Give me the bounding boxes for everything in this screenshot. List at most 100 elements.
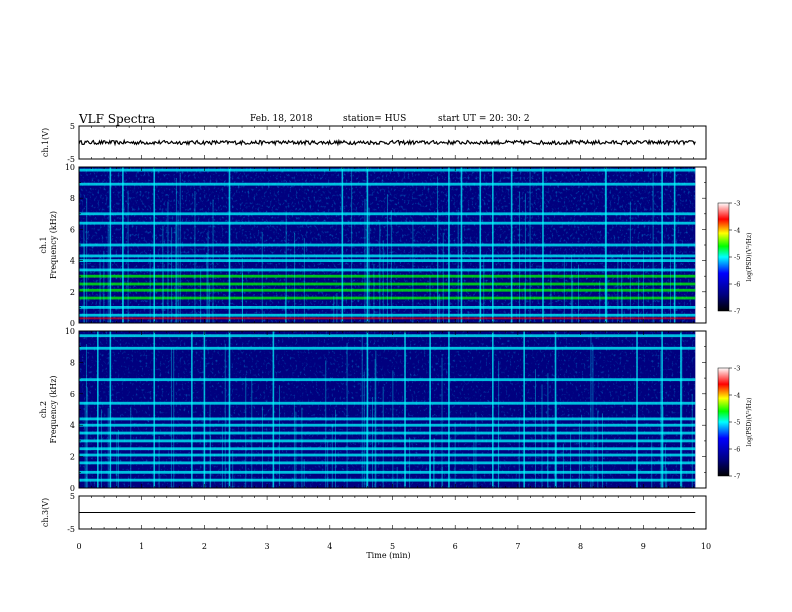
frequency-band (79, 182, 696, 186)
colorbar-tick-label: -7 (734, 473, 740, 481)
frequency-band (79, 288, 696, 292)
burst-line (97, 331, 99, 488)
burst-line (392, 370, 394, 488)
frequency-band (79, 453, 696, 457)
y-tick-label: 0 (70, 484, 75, 493)
x-tick-label: 4 (327, 542, 332, 551)
y-tick-label: 8 (70, 194, 75, 203)
y-tick-label: -5 (67, 155, 75, 164)
burst-line (241, 273, 243, 323)
x-tick-label: 3 (265, 542, 270, 551)
burst-line (245, 376, 247, 488)
burst-line (171, 227, 173, 323)
burst-line (460, 167, 463, 323)
burst-line (523, 331, 525, 488)
burst-line (439, 293, 441, 323)
waveform-trace (78, 138, 696, 147)
frequency-band (79, 334, 696, 338)
burst-line (404, 331, 406, 488)
burst-line (590, 332, 592, 488)
colorbar-tick-label: -3 (734, 365, 740, 373)
burst-line (581, 414, 583, 488)
burst-line (122, 276, 124, 323)
burst-line (638, 277, 640, 323)
burst-line (127, 190, 129, 323)
colorbar-tick-label: -4 (734, 392, 740, 400)
burst-line (518, 417, 520, 488)
burst-line (285, 211, 287, 323)
burst-line (457, 209, 459, 323)
burst-line (606, 171, 608, 323)
frequency-band (79, 378, 696, 382)
burst-line (510, 167, 513, 323)
burst-line (179, 172, 181, 323)
burst-line (662, 406, 664, 488)
y-axis-label: ch.1 (39, 236, 48, 253)
burst-line (480, 302, 482, 323)
burst-line (203, 331, 206, 488)
burst-line (261, 231, 263, 323)
burst-line (173, 348, 175, 488)
burst-line (542, 167, 544, 323)
burst-line (390, 210, 392, 323)
frequency-band (79, 470, 696, 474)
burst-line (100, 409, 102, 488)
burst-line (368, 207, 370, 323)
x-tick-label: 10 (701, 542, 711, 551)
burst-line (177, 210, 179, 323)
frequency-band (79, 447, 696, 451)
figure-title: VLF Spectra (79, 112, 156, 126)
burst-line (652, 172, 654, 323)
start-time-label: start UT = 20: 30: 2 (438, 114, 530, 124)
burst-line (285, 296, 287, 323)
colorbar-tick-label: -5 (734, 254, 740, 262)
burst-line (412, 220, 414, 323)
colorbar-tick-label: -6 (734, 446, 740, 454)
frequency-band (79, 282, 696, 286)
burst-line (519, 191, 521, 323)
burst-line (336, 292, 338, 323)
burst-line (295, 411, 297, 488)
burst-line (331, 424, 333, 488)
burst-line (99, 259, 101, 323)
x-tick-label: 8 (578, 542, 583, 551)
frequency-band (79, 243, 696, 247)
burst-line (498, 361, 500, 488)
burst-line (84, 401, 86, 488)
burst-line (448, 167, 450, 323)
burst-line (86, 387, 88, 488)
burst-line (382, 386, 384, 488)
burst-line (479, 167, 482, 323)
colorbar-tick-label: -6 (734, 281, 740, 289)
burst-line (109, 331, 112, 488)
x-tick-label: 1 (139, 542, 144, 551)
y-tick-label: 10 (65, 327, 75, 336)
burst-line (285, 286, 287, 323)
burst-line (158, 436, 160, 488)
colorbar (717, 367, 730, 477)
burst-line (497, 421, 499, 488)
burst-line (261, 406, 263, 488)
x-axis-label: Time (min) (366, 551, 410, 560)
colorbar-label: log(PSD)(V²/Hz) (746, 233, 753, 282)
burst-line (629, 201, 631, 323)
burst-line (437, 209, 439, 323)
burst-line (643, 250, 645, 323)
burst-line (366, 331, 369, 488)
frequency-band (79, 478, 696, 482)
burst-line (200, 269, 202, 323)
burst-line (107, 223, 109, 323)
burst-line (597, 410, 599, 488)
burst-line (578, 264, 580, 323)
frequency-band (79, 259, 696, 263)
burst-line (366, 167, 369, 323)
burst-line (681, 345, 683, 488)
burst-line (441, 466, 443, 488)
burst-line (448, 331, 450, 488)
frequency-band (79, 439, 696, 443)
frequency-band (79, 168, 696, 172)
burst-line (547, 453, 549, 488)
burst-line (221, 426, 223, 488)
burst-line (109, 167, 112, 323)
